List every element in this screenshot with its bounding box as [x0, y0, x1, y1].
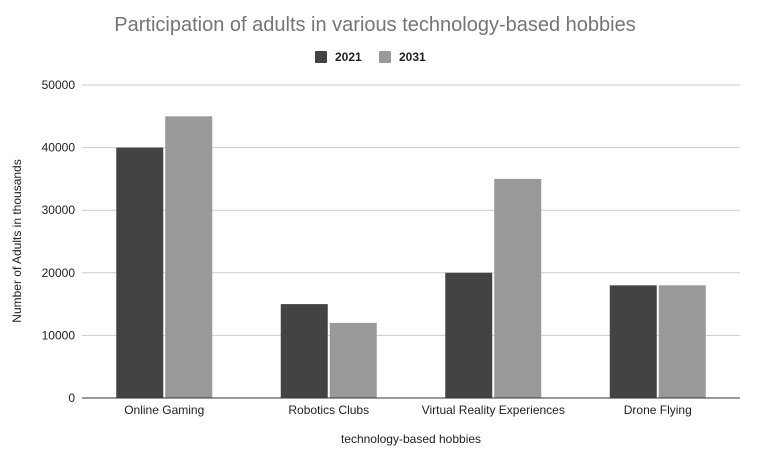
bars — [116, 116, 706, 399]
x-tick-label-online-gaming: Online Gaming — [124, 403, 204, 417]
chart-title: Participation of adults in various techn… — [114, 14, 635, 36]
x-axis-label: technology-based hobbies — [341, 432, 481, 446]
y-tick-label: 10000 — [42, 328, 76, 342]
bar-robotics-clubs-2031 — [329, 322, 377, 398]
y-tick-label: 20000 — [42, 266, 76, 280]
bar-drone-flying-2031 — [658, 285, 706, 398]
y-axis-ticks: 0 10000 20000 30000 40000 50000 — [42, 78, 76, 405]
legend-label-2021: 2021 — [335, 50, 362, 64]
x-tick-label-robotics-clubs: Robotics Clubs — [288, 403, 369, 417]
x-tick-label-drone-flying: Drone Flying — [624, 403, 692, 417]
y-axis-label: Number of Adults in thousands — [10, 159, 24, 322]
x-axis-ticks: Online Gaming Robotics Clubs Virtual Reali… — [124, 403, 692, 417]
legend: 2021 2031 — [315, 50, 426, 64]
y-tick-label: 40000 — [42, 141, 76, 155]
y-tick-label: 30000 — [42, 203, 76, 217]
bar-online-gaming-2031 — [165, 116, 213, 399]
y-tick-label: 50000 — [42, 78, 76, 92]
bar-virtual-reality-experiences-2021 — [445, 272, 493, 398]
bar-drone-flying-2021 — [609, 285, 657, 398]
bar-online-gaming-2021 — [116, 147, 164, 398]
bar-virtual-reality-experiences-2031 — [494, 178, 542, 398]
y-tick-label: 0 — [68, 391, 75, 405]
legend-swatch-2031 — [379, 51, 391, 63]
x-tick-label-virtual-reality-experiences: Virtual Reality Experiences — [422, 403, 565, 417]
legend-label-2031: 2031 — [399, 50, 426, 64]
bar-robotics-clubs-2021 — [280, 304, 328, 398]
legend-swatch-2021 — [315, 51, 327, 63]
